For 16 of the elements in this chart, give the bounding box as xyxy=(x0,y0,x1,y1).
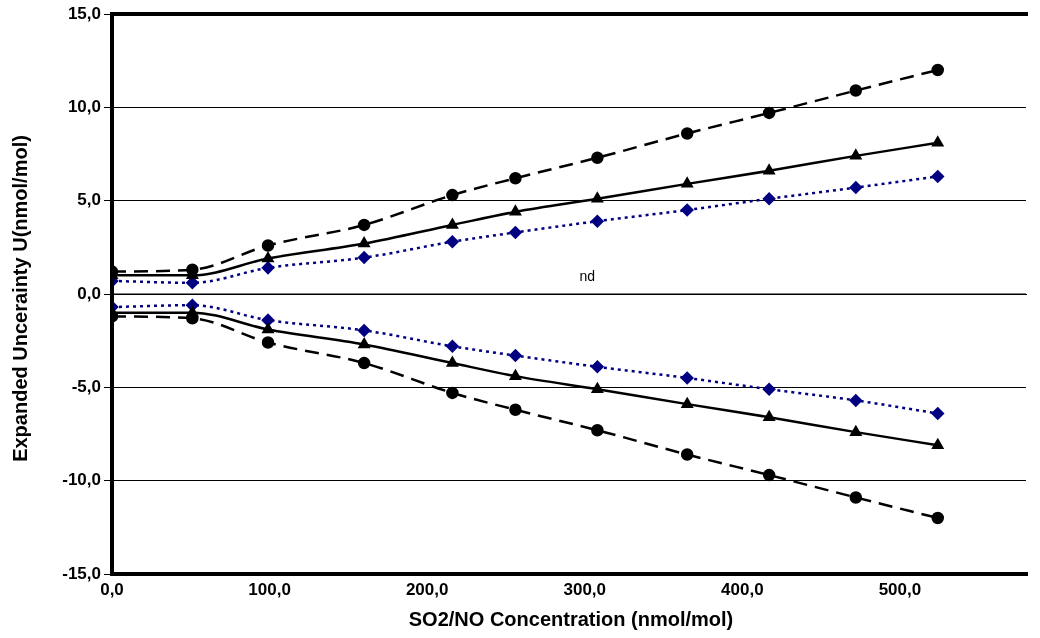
x-tick-label: 0,0 xyxy=(100,579,124,599)
y-tick-label: 5,0 xyxy=(77,190,101,210)
x-tick-label: 300,0 xyxy=(563,579,607,599)
y-tick-label: 0,0 xyxy=(77,283,101,303)
y-tick-label: -15,0 xyxy=(62,563,101,583)
y-tick-label: 10,0 xyxy=(67,97,101,117)
x-axis-title: SO2/NO Concentration (nmol/mol) xyxy=(407,608,735,631)
y-axis-title: Expanded Uncerainty U(nmol/mol) xyxy=(8,134,32,462)
x-tick-label: 200,0 xyxy=(405,579,449,599)
annotation: nd xyxy=(579,268,596,285)
y-tick-label: 15,0 xyxy=(67,3,101,23)
y-tick-label: -10,0 xyxy=(62,470,101,490)
y-tick-label: -5,0 xyxy=(71,377,101,397)
x-tick-label: 400,0 xyxy=(721,579,764,599)
x-tick-label: 100,0 xyxy=(248,579,291,599)
x-tick-label: 500,0 xyxy=(878,579,922,599)
